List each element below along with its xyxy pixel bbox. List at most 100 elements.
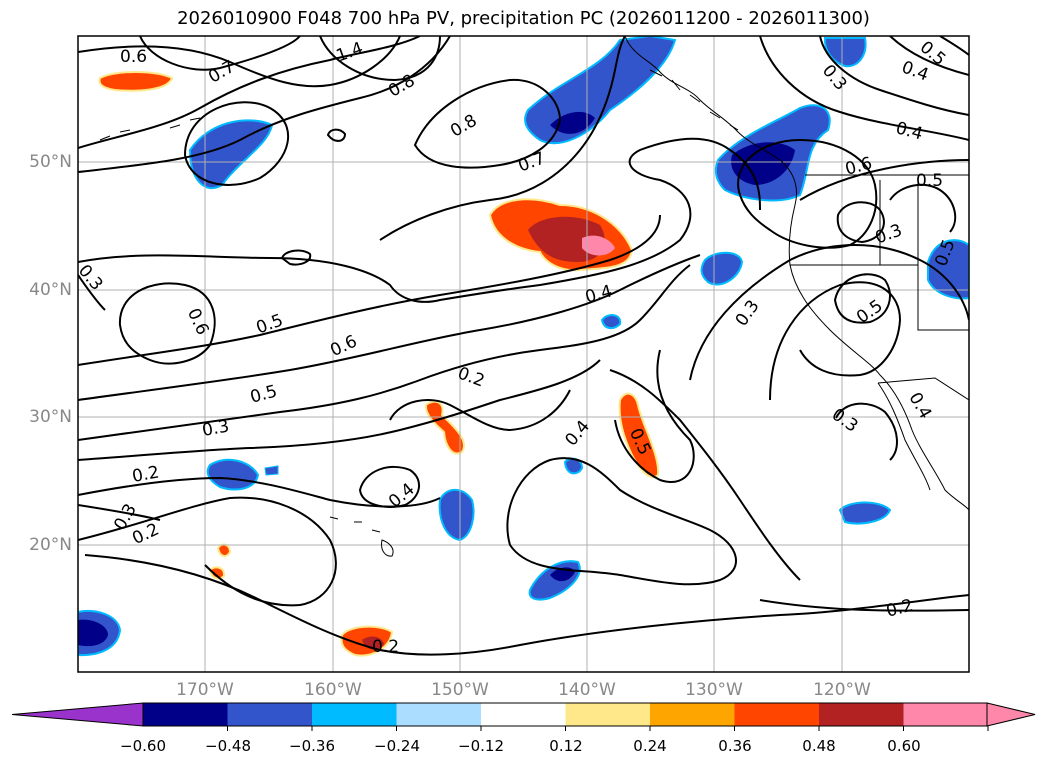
- pv-contour: [614, 349, 695, 483]
- pv-contours: [78, 36, 969, 656]
- lat-tick-label: 40°N: [29, 280, 72, 300]
- pv-contour: [833, 273, 891, 324]
- precip-negative-area: [600, 314, 622, 330]
- hawaii-islands: [329, 516, 394, 557]
- colorbar: [11, 702, 1036, 731]
- pv-contour: [78, 359, 601, 461]
- pv-contour: [759, 36, 969, 141]
- colorbar-tick-label: 0.12: [549, 737, 583, 755]
- lat-tick-label: 50°N: [29, 152, 72, 172]
- colorbar-tick-label: −0.36: [289, 737, 335, 755]
- mexico-border: [877, 377, 969, 401]
- lat-tick-label: 30°N: [29, 407, 72, 427]
- pv-contour: [759, 599, 969, 612]
- precipitation-shading: [78, 36, 969, 657]
- contour-label: 0.3: [873, 220, 905, 248]
- pv-contour: [183, 101, 289, 186]
- colorbar-tick-label: −0.60: [120, 737, 166, 755]
- state-border: [880, 264, 969, 331]
- pv-contour: [78, 264, 691, 441]
- pv-contour: [326, 128, 347, 142]
- precip-positive-area: [424, 400, 465, 455]
- contour-label: 0.4: [583, 281, 614, 307]
- pv-contour: [389, 389, 571, 432]
- contour-label: 0.3: [828, 405, 862, 437]
- pv-contour: [689, 244, 969, 381]
- colorbar-segment: [819, 703, 904, 726]
- precip-negative-area: [550, 111, 595, 134]
- contour-label: 0.2: [372, 637, 399, 657]
- precip-negative-area: [438, 488, 475, 542]
- contour-label: 0.2: [131, 463, 161, 487]
- contour-label: 0.7: [205, 57, 238, 88]
- contour-label: 0.2: [884, 595, 915, 621]
- pv-contour: [78, 504, 161, 521]
- lon-tick-label: 150°W: [431, 680, 489, 700]
- precip-negative-area: [823, 37, 867, 68]
- pv-contour: [379, 36, 626, 241]
- colorbar-segment: [565, 703, 651, 726]
- contour-label: 0.4: [899, 57, 931, 85]
- contour-label: 0.4: [904, 389, 935, 422]
- precip-negative-area: [78, 619, 108, 647]
- map-frame: [77, 35, 970, 673]
- pv-contour: [819, 36, 969, 116]
- pv-contour: [889, 183, 957, 233]
- baja-coastline: [877, 382, 931, 491]
- lon-tick-label: 170°W: [176, 680, 234, 700]
- pv-contour: [78, 254, 701, 401]
- colorbar-tick-label: 0.36: [718, 737, 752, 755]
- pv-contour: [78, 274, 106, 311]
- pv-contour: [769, 281, 902, 401]
- alaska-coastline: [624, 36, 969, 511]
- state-border: [790, 180, 881, 266]
- colorbar-segment: [143, 703, 228, 726]
- lon-tick-label: 160°W: [304, 680, 362, 700]
- precip-negative-area: [524, 36, 677, 145]
- precip-positive-area: [216, 543, 232, 558]
- lon-tick-label: 140°W: [558, 680, 616, 700]
- precip-negative-area: [264, 465, 279, 476]
- precip-negative-area: [927, 239, 969, 300]
- precip-negative-area: [206, 458, 260, 491]
- precip-negative-area: [838, 501, 892, 525]
- contour-label: 0.4: [561, 417, 594, 451]
- pv-contour: [939, 36, 969, 56]
- pv-contour: [78, 214, 661, 366]
- colorbar-extend-arrow-low: [11, 702, 144, 727]
- figure-title: 2026010900 F048 700 hPa PV, precipitatio…: [177, 8, 870, 29]
- colorbar-segment: [734, 703, 820, 726]
- precip-negative-area: [528, 560, 581, 601]
- lon-tick-label: 130°W: [685, 680, 743, 700]
- pv-contour: [139, 36, 301, 71]
- colorbar-tick-label: 0.48: [802, 737, 836, 755]
- pv-contour: [889, 36, 969, 76]
- contour-label: 0.7: [516, 148, 548, 176]
- pv-contour: [78, 36, 421, 149]
- colorbar-tick-label: −0.24: [374, 737, 420, 755]
- colorbar-segment: [650, 703, 735, 726]
- pv-contour: [413, 78, 562, 169]
- pv-contour: [280, 249, 312, 266]
- lat-tick-label: 20°N: [29, 535, 72, 555]
- colorbar-extend-arrow-high: [986, 702, 1036, 727]
- pv-contour: [319, 36, 441, 82]
- pv-contour: [78, 36, 401, 88]
- pv-contour: [78, 137, 761, 303]
- pv-contour: [506, 457, 737, 586]
- pv-contour: [835, 402, 898, 461]
- pv-contour: [358, 465, 420, 508]
- alaska-islands: [649, 69, 739, 131]
- contour-label: 0.5: [248, 381, 279, 407]
- colorbar-tick-label: 0.60: [887, 737, 921, 755]
- colorbar-tick-label: −0.12: [458, 737, 504, 755]
- precip-negative-area: [188, 119, 274, 190]
- precip-positive-area: [98, 71, 174, 92]
- colorbar-segment: [481, 703, 566, 726]
- pv-contour: [799, 159, 969, 201]
- precip-negative-area: [731, 142, 795, 185]
- contour-label: 0.3: [732, 297, 764, 331]
- contour-label: 0.5: [254, 310, 286, 338]
- lon-tick-label: 120°W: [813, 680, 871, 700]
